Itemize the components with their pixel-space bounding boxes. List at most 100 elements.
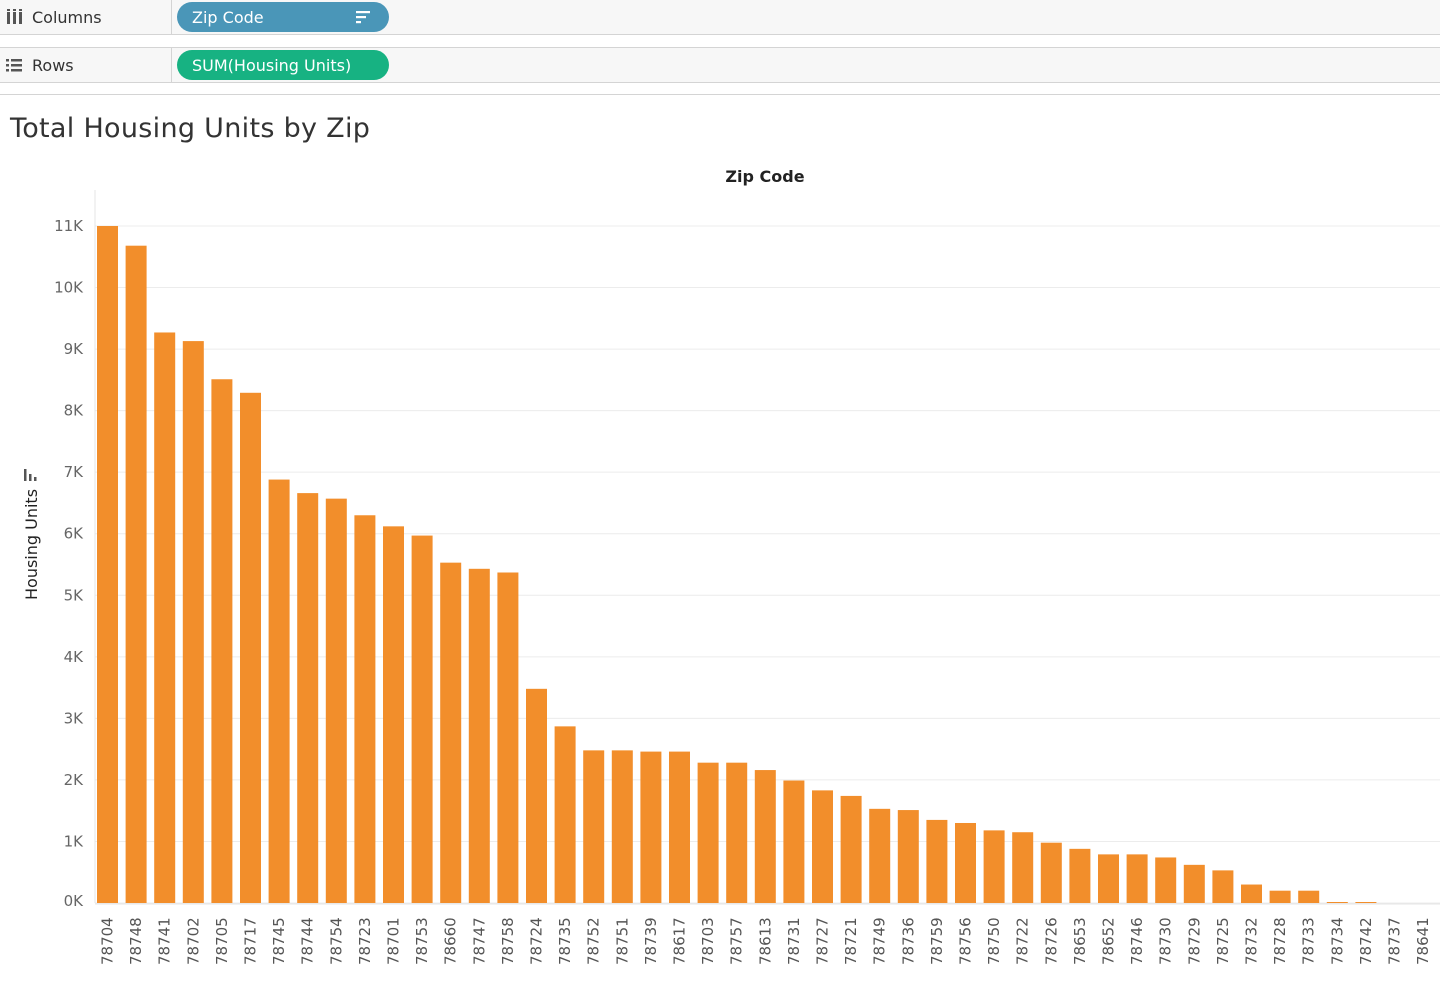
bar-78752[interactable] (583, 750, 605, 903)
bar-78741[interactable] (154, 332, 176, 903)
sort-descending-icon[interactable] (355, 9, 371, 25)
x-tick-label-78741[interactable]: 78741 (156, 917, 174, 965)
bar-78728[interactable] (1269, 890, 1291, 903)
bar-78759[interactable] (926, 819, 948, 903)
bar-78704[interactable] (97, 226, 118, 903)
sum-housing-units-pill[interactable]: SUM(Housing Units) (177, 50, 389, 80)
x-tick-label-78749[interactable]: 78749 (871, 917, 889, 965)
x-tick-label-78746[interactable]: 78746 (1128, 917, 1146, 965)
x-tick-label-78722[interactable]: 78722 (1014, 917, 1032, 965)
bar-78751[interactable] (611, 750, 633, 903)
bar-78745[interactable] (268, 479, 290, 903)
bar-78735[interactable] (554, 726, 576, 903)
rows-shelf: Rows SUM(Housing Units) (0, 47, 1440, 83)
bar-78742[interactable] (1355, 902, 1377, 903)
bar-78730[interactable] (1155, 857, 1177, 903)
x-tick-label-78747[interactable]: 78747 (470, 917, 488, 965)
x-tick-label-78729[interactable]: 78729 (1185, 917, 1203, 965)
bar-78724[interactable] (526, 688, 547, 903)
x-tick-label-78751[interactable]: 78751 (613, 917, 631, 965)
x-tick-label-78726[interactable]: 78726 (1042, 917, 1060, 965)
bar-78756[interactable] (955, 822, 976, 903)
bar-78701[interactable] (383, 526, 404, 903)
bar-78660[interactable] (440, 562, 462, 903)
bar-78747[interactable] (468, 568, 490, 903)
bar-78754[interactable] (325, 498, 347, 903)
x-tick-label-78731[interactable]: 78731 (785, 917, 803, 965)
x-tick-label-78756[interactable]: 78756 (957, 917, 975, 965)
bar-78703[interactable] (697, 762, 719, 903)
x-tick-label-78728[interactable]: 78728 (1271, 917, 1289, 965)
x-tick-label-78759[interactable]: 78759 (928, 917, 946, 965)
x-tick-label-78736[interactable]: 78736 (899, 917, 917, 965)
x-tick-label-78705[interactable]: 78705 (213, 917, 231, 965)
x-tick-label-78641[interactable]: 78641 (1414, 917, 1432, 965)
x-tick-label-78757[interactable]: 78757 (728, 917, 746, 965)
x-tick-label-78723[interactable]: 78723 (356, 917, 374, 965)
rows-icon (6, 59, 22, 72)
bar-78613[interactable] (754, 770, 776, 903)
bar-78753[interactable] (411, 535, 433, 903)
bar-78734[interactable] (1326, 902, 1348, 903)
y-tick-label: 9K (64, 340, 85, 358)
bar-78705[interactable] (211, 379, 233, 903)
bar-78617[interactable] (669, 751, 690, 903)
x-tick-label-78701[interactable]: 78701 (385, 917, 403, 965)
x-tick-label-78752[interactable]: 78752 (585, 917, 603, 965)
y-tick-label: 3K (64, 709, 85, 727)
x-tick-label-78704[interactable]: 78704 (99, 917, 117, 965)
bar-78717[interactable] (240, 392, 261, 903)
bar-78726[interactable] (1040, 842, 1062, 903)
x-tick-label-78660[interactable]: 78660 (442, 917, 460, 965)
bar-78729[interactable] (1183, 864, 1205, 903)
bar-78748[interactable] (125, 245, 147, 903)
x-tick-label-78754[interactable]: 78754 (327, 917, 345, 965)
bar-78722[interactable] (1012, 832, 1034, 903)
bar-78653[interactable] (1069, 848, 1091, 903)
x-tick-label-78717[interactable]: 78717 (242, 917, 260, 965)
x-tick-label-78758[interactable]: 78758 (499, 917, 517, 965)
x-tick-label-78703[interactable]: 78703 (699, 917, 717, 965)
bar-78652[interactable] (1098, 854, 1119, 903)
bar-78736[interactable] (897, 810, 919, 903)
bar-78702[interactable] (182, 341, 204, 904)
bar-78758[interactable] (497, 572, 519, 903)
x-tick-label-78742[interactable]: 78742 (1357, 917, 1375, 965)
x-tick-label-78613[interactable]: 78613 (756, 917, 774, 965)
x-tick-label-78745[interactable]: 78745 (270, 917, 288, 965)
bar-78749[interactable] (869, 808, 891, 903)
x-tick-label-78652[interactable]: 78652 (1100, 917, 1118, 965)
x-tick-label-78730[interactable]: 78730 (1157, 917, 1175, 965)
bar-78733[interactable] (1298, 890, 1320, 903)
x-tick-label-78753[interactable]: 78753 (413, 917, 431, 965)
bar-78731[interactable] (783, 780, 805, 903)
bar-78727[interactable] (812, 790, 833, 903)
bar-78750[interactable] (983, 830, 1005, 903)
bar-78721[interactable] (840, 795, 862, 903)
x-tick-label-78725[interactable]: 78725 (1214, 917, 1232, 965)
x-tick-label-78750[interactable]: 78750 (985, 917, 1003, 965)
x-tick-label-78734[interactable]: 78734 (1328, 917, 1346, 965)
x-tick-label-78727[interactable]: 78727 (814, 917, 832, 965)
x-tick-label-78702[interactable]: 78702 (184, 917, 202, 965)
bar-78744[interactable] (297, 493, 319, 903)
x-tick-label-78733[interactable]: 78733 (1300, 917, 1318, 965)
x-tick-label-78732[interactable]: 78732 (1243, 917, 1261, 965)
bar-78732[interactable] (1241, 884, 1262, 903)
x-tick-label-78721[interactable]: 78721 (842, 917, 860, 965)
x-tick-label-78744[interactable]: 78744 (299, 917, 317, 965)
x-tick-label-78739[interactable]: 78739 (642, 917, 660, 965)
x-tick-label-78748[interactable]: 78748 (127, 917, 145, 965)
zip-code-pill[interactable]: Zip Code (177, 2, 389, 32)
bar-78739[interactable] (640, 751, 662, 903)
x-tick-label-78653[interactable]: 78653 (1071, 917, 1089, 965)
bar-78725[interactable] (1212, 870, 1234, 903)
bar-78746[interactable] (1126, 854, 1148, 903)
bar-78723[interactable] (354, 515, 376, 903)
bar-78757[interactable] (726, 762, 748, 903)
x-tick-label-78724[interactable]: 78724 (528, 917, 546, 965)
x-tick-label-78617[interactable]: 78617 (671, 917, 689, 965)
x-tick-label-78735[interactable]: 78735 (556, 917, 574, 965)
x-tick-label-78737[interactable]: 78737 (1386, 917, 1404, 965)
x-axis-header[interactable]: Zip Code (725, 167, 805, 186)
